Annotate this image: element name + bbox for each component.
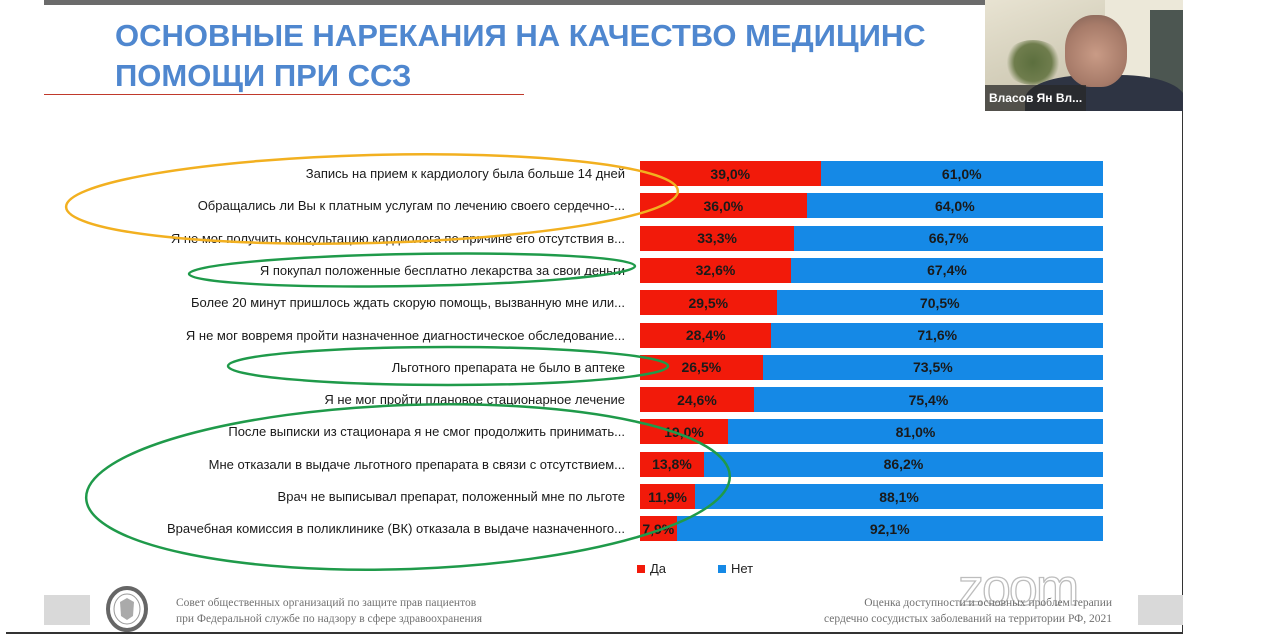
- legend-label-yes: Да: [650, 561, 667, 576]
- category-label: Я не мог вовремя пройти назначенное диаг…: [185, 327, 625, 343]
- bar-segment-no: 73,5%: [762, 354, 1103, 380]
- category-label: Я не мог пройти плановое стационарное ле…: [324, 392, 625, 408]
- footer-left: Совет общественных организаций по защите…: [176, 595, 482, 627]
- bar-segment-no: 64,0%: [806, 193, 1103, 219]
- slide-border-bottom: [6, 632, 1183, 634]
- footer-gray-block-left: [44, 595, 90, 625]
- chart-row: После выписки из стационара я не смог пр…: [0, 419, 1110, 445]
- legend-swatch-no: [718, 564, 726, 573]
- slide-title-line2: ПОМОЩИ ПРИ ССЗ: [115, 58, 412, 93]
- bar-segment-yes: 26,5%: [640, 354, 763, 380]
- bar-segment-no: 92,1%: [676, 516, 1103, 542]
- bar-segment-yes: 33,3%: [640, 225, 795, 251]
- stacked-bar: 26,5% 73,5%: [640, 354, 1103, 380]
- category-label: После выписки из стационара я не смог пр…: [228, 424, 625, 440]
- stacked-bar: 19,0% 81,0%: [640, 419, 1103, 445]
- footer-left-line1: Совет общественных организаций по защите…: [176, 597, 477, 609]
- stacked-bar: 28,4% 71,6%: [640, 322, 1103, 348]
- chart-row: Запись на прием к кардиологу была больше…: [0, 161, 1110, 186]
- bar-segment-no: 86,2%: [703, 451, 1103, 477]
- emblem-seal-icon: [106, 586, 148, 632]
- chart-row: Я не мог получить консультацию кардиолог…: [0, 225, 1110, 251]
- title-underline: [44, 94, 524, 95]
- stacked-bar: 39,0% 61,0%: [640, 161, 1103, 186]
- slide-title-line1: ОСНОВНЫЕ НАРЕКАНИЯ НА КАЧЕСТВО МЕДИЦИНС: [115, 18, 926, 53]
- participant-video-tile[interactable]: Власов Ян Вл...: [985, 0, 1183, 111]
- chart-row: Врачебная комиссия в поликлинике (ВК) от…: [0, 516, 1110, 542]
- zoom-watermark: zoom: [957, 558, 1079, 617]
- slide-border-right: [1182, 111, 1183, 633]
- bar-segment-no: 88,1%: [695, 484, 1103, 509]
- chart-row: Более 20 минут пришлось ждать скорую пом…: [0, 290, 1110, 316]
- category-label: Запись на прием к кардиологу была больше…: [305, 166, 625, 181]
- bar-segment-yes: 39,0%: [640, 161, 821, 186]
- footer-gray-block-right: [1138, 595, 1183, 625]
- category-label: Более 20 минут пришлось ждать скорую пом…: [191, 295, 625, 311]
- bar-segment-yes: 29,5%: [640, 290, 777, 316]
- category-label: Врач не выписывал препарат, положенный м…: [277, 489, 625, 504]
- participant-name: Власов Ян Вл...: [985, 85, 1087, 111]
- participant-face: [1065, 15, 1127, 87]
- bar-segment-yes: 7,9%: [640, 516, 677, 542]
- category-label: Я не мог получить консультацию кардиолог…: [170, 230, 625, 246]
- chart-row: Обращались ли Вы к платным услугам по ле…: [0, 193, 1110, 219]
- stacked-bar: 13,8% 86,2%: [640, 451, 1103, 477]
- category-label: Я покупал положенные бесплатно лекарства…: [259, 262, 625, 278]
- stacked-bar: 29,5% 70,5%: [640, 290, 1103, 316]
- slide-title: ОСНОВНЫЕ НАРЕКАНИЯ НА КАЧЕСТВО МЕДИЦИНС …: [115, 16, 926, 96]
- legend-label-no: Нет: [731, 561, 754, 576]
- stacked-bar: 7,9% 92,1%: [640, 516, 1103, 542]
- bar-segment-yes: 24,6%: [640, 387, 754, 413]
- bar-segment-no: 75,4%: [753, 387, 1103, 413]
- chart-row: Я не мог вовремя пройти назначенное диаг…: [0, 322, 1110, 348]
- legend-item-yes: Да: [637, 561, 666, 576]
- category-label: Врачебная комиссия в поликлинике (ВК) от…: [167, 521, 625, 537]
- bar-segment-no: 66,7%: [794, 225, 1103, 251]
- bar-segment-no: 61,0%: [820, 161, 1103, 186]
- slide-top-bar: [44, 0, 986, 5]
- footer-left-line2: при Федеральной службе по надзору в сфер…: [176, 613, 483, 625]
- bar-segment-no: 71,6%: [771, 322, 1103, 348]
- chart-row: Я покупал положенные бесплатно лекарства…: [0, 257, 1110, 283]
- stacked-bar: 36,0% 64,0%: [640, 193, 1103, 219]
- footer-right-line2: сердечно сосудистых заболеваний на терри…: [824, 613, 1112, 625]
- legend-swatch-yes: [637, 564, 645, 573]
- stacked-bar: 33,3% 66,7%: [640, 225, 1103, 251]
- chart-row: Я не мог пройти плановое стационарное ле…: [0, 387, 1110, 413]
- chart-row: Льготного препарата не было в аптеке 26,5…: [0, 354, 1110, 380]
- stacked-bar: 24,6% 75,4%: [640, 387, 1103, 413]
- legend-item-no: Нет: [718, 561, 753, 576]
- category-label: Обращались ли Вы к платным услугам по ле…: [197, 198, 625, 214]
- bar-segment-no: 70,5%: [776, 290, 1103, 316]
- footer-right: Оценка доступности и основных проблем те…: [824, 595, 1112, 627]
- stacked-bar: 32,6% 67,4%: [640, 257, 1103, 283]
- category-label: Мне отказали в выдаче льготного препарат…: [208, 456, 625, 472]
- footer-right-line1: Оценка доступности и основных проблем те…: [864, 597, 1112, 609]
- bar-segment-no: 67,4%: [790, 257, 1103, 283]
- chart-row: Врач не выписывал препарат, положенный м…: [0, 484, 1110, 509]
- plant-background: [1003, 40, 1063, 85]
- stacked-bar: 11,9% 88,1%: [640, 484, 1103, 509]
- bar-segment-yes: 36,0%: [640, 193, 807, 219]
- bar-segment-yes: 11,9%: [640, 484, 696, 509]
- bar-segment-yes: 28,4%: [640, 322, 772, 348]
- chart-row: Мне отказали в выдаче льготного препарат…: [0, 451, 1110, 477]
- bar-segment-yes: 19,0%: [640, 419, 728, 445]
- category-label: Льготного препарата не было в аптеке: [391, 359, 625, 375]
- bar-segment-yes: 13,8%: [640, 451, 704, 477]
- bar-segment-no: 81,0%: [727, 419, 1103, 445]
- bar-segment-yes: 32,6%: [640, 257, 791, 283]
